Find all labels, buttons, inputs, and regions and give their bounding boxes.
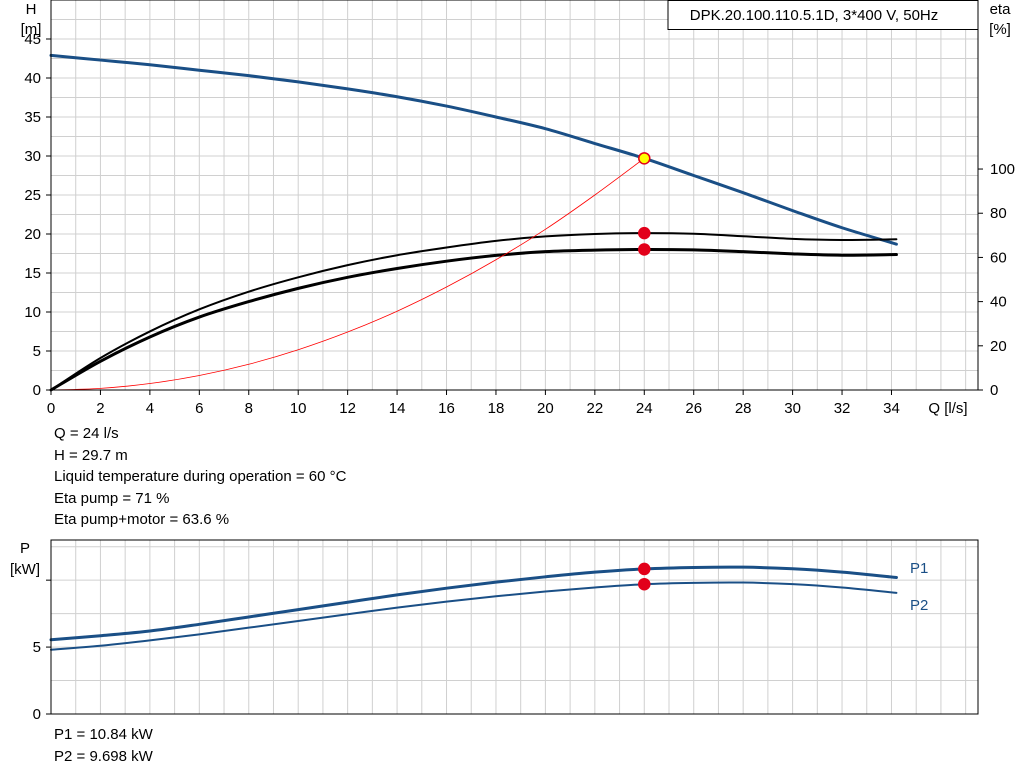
power-axis-label-p: P	[20, 540, 30, 557]
left-tick-label: 30	[24, 148, 41, 165]
info-eta-pump-motor: Eta pump+motor = 63.6 %	[54, 511, 230, 528]
top-chart-tick-labels: 0 2 4 6 8 10 12 14 16 18 20 22 24 26 28 30 32 34051015202…	[24, 31, 1015, 417]
left-axis-label-h: H	[26, 1, 37, 18]
bottom-chart-grid	[51, 540, 978, 714]
x-tick-label: 8	[245, 400, 253, 417]
top-chart-duty-points	[638, 152, 651, 256]
x-tick-label: 2	[96, 400, 104, 417]
x-tick-label: 28	[735, 400, 752, 417]
left-tick-label: 20	[24, 226, 41, 243]
right-axis-label-eta: eta	[990, 1, 1012, 18]
curve-eta-pump-motor	[49, 247, 898, 392]
power-info: P1 = 10.84 kW P2 = 9.698 kW	[54, 724, 153, 767]
duty-point-eta-pump	[638, 226, 651, 240]
right-tick-label: 100	[990, 161, 1015, 178]
left-axis-label-unit: [m]	[21, 21, 42, 38]
chart-title: DPK.20.100.110.5.1D, 3*400 V, 50Hz	[690, 7, 939, 24]
x-tick-label: 16	[438, 400, 455, 417]
right-tick-label: 20	[990, 338, 1007, 355]
left-tick-label: 15	[24, 265, 41, 282]
x-tick-label: 12	[339, 400, 356, 417]
power-tick-label: 0	[33, 706, 41, 723]
top-chart-grid	[51, 0, 978, 390]
top-chart-frame	[50, 0, 979, 391]
x-tick-label: 20	[537, 400, 554, 417]
right-tick-label: 60	[990, 249, 1007, 266]
bottom-chart-duty-points	[638, 562, 651, 591]
curve-eta-pump	[50, 232, 898, 391]
top-chart-curves	[49, 53, 898, 392]
x-tick-label: 0	[47, 400, 55, 417]
chart-title-box	[667, 0, 979, 30]
x-tick-label: 30	[784, 400, 801, 417]
x-tick-label: 6	[195, 400, 203, 417]
left-tick-label: 40	[24, 70, 41, 87]
duty-point-p2	[638, 577, 651, 591]
x-tick-label: 26	[685, 400, 702, 417]
x-tick-label: 22	[586, 400, 603, 417]
operating-point-info: Q = 24 l/s H = 29.7 m Liquid temperature…	[54, 423, 346, 531]
x-axis-label: Q [l/s]	[928, 400, 967, 417]
curve-system-curve	[50, 157, 645, 391]
info-p1: P1 = 10.84 kW	[54, 726, 153, 743]
power-tick-label: 5	[33, 639, 41, 656]
info-liquid-temperature: Liquid temperature during operation = 60…	[54, 468, 347, 485]
duty-point-h	[638, 152, 651, 165]
x-tick-label: 4	[146, 400, 154, 417]
x-tick-label: 10	[290, 400, 307, 417]
left-tick-label: 0	[33, 382, 41, 399]
x-tick-label: 18	[488, 400, 505, 417]
left-tick-label: 45	[24, 31, 41, 48]
bottom-chart-tick-labels: 05	[33, 579, 51, 723]
right-tick-label: 80	[990, 205, 1007, 222]
info-p2: P2 = 9.698 kW	[54, 747, 153, 765]
curve-p1	[49, 565, 898, 642]
x-tick-label: 32	[834, 400, 851, 417]
info-flow: Q = 24 l/s	[54, 425, 119, 442]
left-tick-label: 35	[24, 109, 41, 126]
info-head: H = 29.7 m	[54, 446, 128, 464]
info-eta-pump: Eta pump = 71 %	[54, 489, 170, 507]
x-tick-label: 24	[636, 400, 653, 417]
left-tick-label: 10	[24, 304, 41, 321]
p1-curve-label: P1	[910, 560, 928, 577]
right-axis-label-unit: [%]	[989, 21, 1011, 38]
x-tick-label: 14	[389, 400, 406, 417]
bottom-chart-curves	[49, 565, 898, 651]
right-tick-label: 40	[990, 294, 1007, 311]
duty-point-p1	[638, 562, 651, 576]
left-tick-label: 5	[33, 343, 41, 360]
curve-p2	[50, 581, 898, 651]
p2-curve-label: P2	[910, 597, 928, 614]
bottom-chart-frame	[50, 539, 979, 715]
right-tick-label: 0	[990, 382, 998, 399]
x-tick-label: 34	[883, 400, 900, 417]
curve-h	[49, 53, 898, 246]
power-axis-label-unit: [kW]	[10, 561, 40, 578]
duty-point-eta-total	[638, 243, 651, 256]
left-tick-label: 25	[24, 187, 41, 204]
